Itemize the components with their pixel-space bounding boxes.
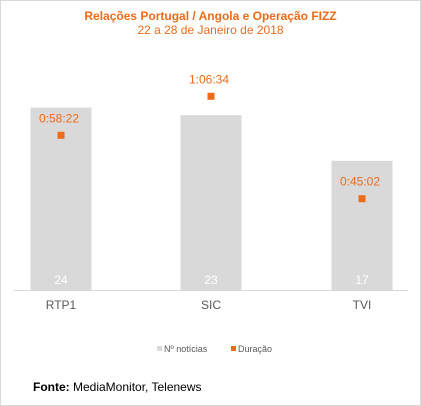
- source-label: Fonte:: [33, 380, 70, 394]
- duration-marker: [207, 92, 215, 100]
- legend-label-noticias: Nº notícias: [164, 344, 208, 354]
- source-text: MediaMonitor, Telenews: [73, 380, 202, 394]
- bar-tvi: [331, 160, 393, 290]
- chart-title: Relações Portugal / Angola e Operação FI…: [84, 9, 337, 23]
- source-note: Fonte: MediaMonitor, Telenews: [33, 380, 202, 394]
- bar-value-label: 24: [54, 273, 68, 287]
- duration-label: 0:58:22: [39, 111, 79, 125]
- bar-value-label: 23: [204, 273, 218, 287]
- duration-marker: [358, 195, 366, 203]
- legend-swatch-duracao: [231, 346, 236, 351]
- bar-sic: [180, 115, 242, 290]
- legend-swatch-noticias: [157, 346, 162, 351]
- legend-label-duracao: Duração: [238, 344, 272, 354]
- chart-subtitle: 22 a 28 de Janeiro de 2018: [137, 23, 284, 37]
- bar-value-label: 17: [355, 273, 369, 287]
- x-tick-label: SIC: [201, 298, 221, 312]
- x-tick-label: RTP1: [46, 298, 77, 312]
- x-tick-label: TVI: [353, 298, 372, 312]
- duration-marker: [57, 131, 65, 139]
- duration-label: 0:45:02: [340, 175, 380, 189]
- duration-label: 1:06:34: [189, 72, 229, 86]
